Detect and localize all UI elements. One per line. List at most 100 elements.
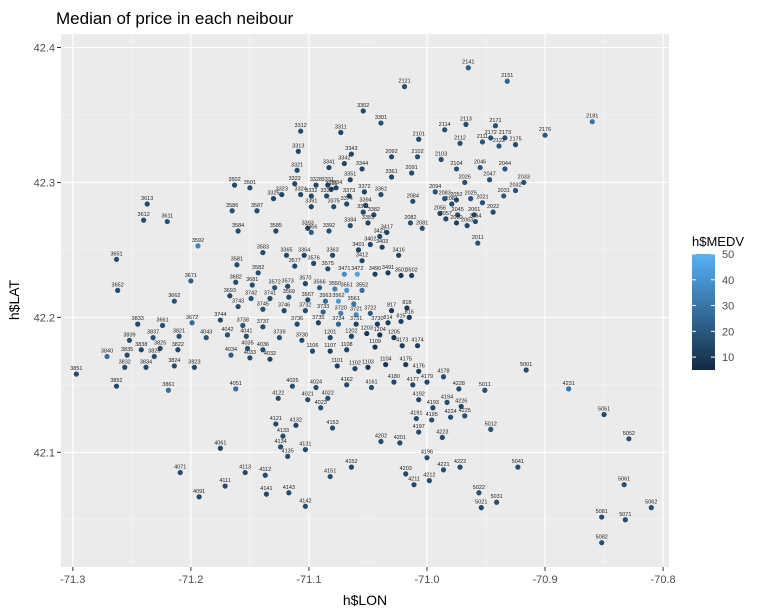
point-label: 3502 — [406, 268, 418, 274]
point-label: 4222 — [454, 459, 466, 465]
point-label: 3582 — [252, 265, 264, 271]
data-point — [115, 287, 121, 293]
data-point — [279, 191, 285, 198]
point-label: 3734 — [332, 316, 344, 322]
point-label: 1203 — [361, 326, 373, 332]
data-point — [372, 271, 378, 277]
point-label: 4176 — [413, 363, 425, 369]
data-point — [378, 191, 384, 198]
point-label: 3383 — [362, 215, 374, 221]
point-label: 5022 — [473, 485, 485, 491]
data-point — [456, 386, 462, 392]
data-point — [348, 151, 355, 157]
point-label: 3311 — [335, 125, 347, 131]
data-point — [378, 120, 384, 126]
point-label: 2122 — [493, 138, 505, 144]
data-point — [344, 382, 350, 388]
data-point — [302, 503, 308, 509]
data-point — [442, 127, 448, 133]
data-point — [325, 182, 331, 188]
data-point — [280, 433, 286, 439]
point-label: 3840 — [101, 348, 113, 354]
legend: h$MEDV 10 20 30 40 50 — [692, 234, 744, 370]
point-label: 3403 — [376, 239, 388, 245]
data-point — [308, 229, 314, 235]
point-label: 3328 — [310, 177, 322, 183]
data-point — [309, 348, 316, 354]
point-label: 2047 — [483, 172, 495, 178]
point-label: 1202 — [345, 328, 357, 334]
data-point — [626, 436, 632, 442]
legend-colorbar — [692, 254, 715, 370]
point-label: 3739 — [273, 330, 285, 336]
data-point — [234, 262, 240, 268]
data-point — [419, 225, 425, 231]
data-point — [388, 174, 395, 180]
point-label: 2081 — [446, 196, 458, 202]
data-point — [249, 282, 255, 288]
point-label: 3502 — [228, 177, 240, 183]
data-point — [453, 166, 460, 172]
point-label: 3561 — [348, 296, 360, 302]
data-point — [399, 343, 405, 349]
point-label: 3576 — [308, 255, 320, 261]
data-point — [475, 240, 481, 246]
point-label: 1108 — [341, 342, 353, 348]
point-labels: 2141 2151 2121 3302 3301 2181 2113 2171 2114 3311… — [70, 60, 657, 541]
y-tick-label: 42.4 — [34, 42, 55, 54]
data-point — [472, 218, 478, 225]
point-label: 5082 — [596, 535, 608, 541]
point-label: 4201 — [394, 435, 406, 441]
data-point — [411, 482, 417, 488]
point-label: 3566 — [313, 280, 325, 286]
data-point — [260, 324, 266, 330]
point-label: 3372 — [358, 184, 370, 190]
data-point — [444, 399, 450, 405]
point-label: 3392 — [323, 223, 335, 229]
point-label: 3373 — [343, 188, 355, 194]
data-point — [414, 154, 421, 160]
point-label: 3861 — [162, 382, 174, 388]
point-label: 4071 — [174, 465, 186, 471]
data-point — [175, 347, 181, 353]
point-label: 3471 — [338, 266, 350, 272]
point-label: 4180 — [388, 374, 400, 380]
data-point — [164, 218, 170, 225]
data-point — [367, 310, 373, 316]
point-label: 3835 — [121, 347, 133, 353]
point-label: 2057 — [440, 211, 452, 217]
y-axis-title: h$LAT — [6, 279, 22, 320]
plot-panel — [61, 34, 669, 567]
data-point — [410, 382, 416, 388]
point-label: 4196 — [421, 450, 433, 456]
x-axis: -71.3 -71.2 -71.1 -71.0 -70.9 -70.8 — [60, 567, 676, 586]
data-point — [385, 270, 391, 276]
data-point — [462, 413, 468, 419]
x-axis-title: h$LON — [343, 592, 387, 608]
point-label: 2025 — [465, 191, 477, 197]
point-label: 4192 — [413, 392, 425, 398]
point-label: 2101 — [413, 131, 425, 137]
data-point — [384, 229, 390, 235]
point-label: 1109 — [369, 339, 381, 345]
point-label: 3563 — [319, 293, 331, 299]
point-label: 3562 — [332, 293, 344, 299]
point-label: 3335 — [325, 181, 337, 187]
point-label: 3401 — [352, 242, 364, 248]
data-point — [233, 279, 239, 285]
point-label: 3612 — [138, 212, 150, 218]
data-point — [329, 425, 336, 431]
data-point — [401, 84, 408, 90]
data-point — [379, 244, 385, 250]
point-label: 3325 — [267, 191, 279, 197]
data-point — [465, 65, 471, 71]
data-point — [311, 260, 317, 266]
data-point — [227, 293, 233, 299]
data-point — [243, 333, 249, 339]
point-label: 5071 — [619, 512, 631, 518]
data-point — [477, 164, 483, 171]
point-label: 2022 — [487, 204, 499, 210]
data-point — [424, 455, 430, 461]
data-point — [262, 472, 268, 478]
point-label: 4197 — [413, 424, 425, 430]
